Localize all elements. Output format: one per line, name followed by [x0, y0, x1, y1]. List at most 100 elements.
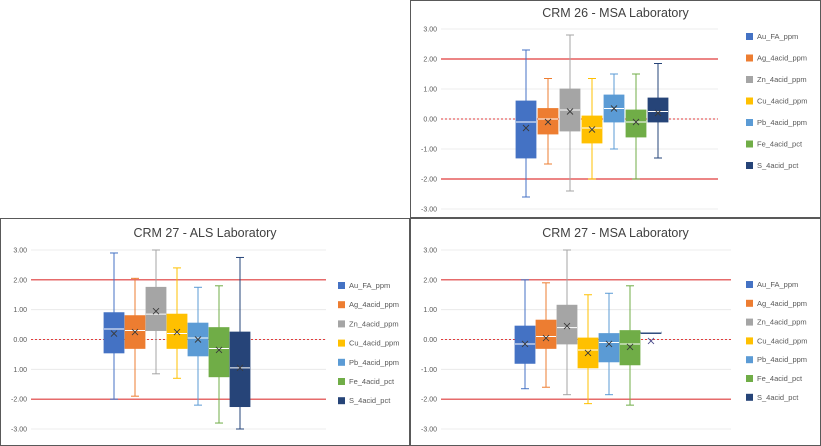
chart-svg-crm27-als: 3.00 2.00 1.00 0.00 1.00 -2.00 -3.00 Au_FA_ppm A…: [11, 248, 399, 434]
empty-chart-panel: [0, 0, 410, 218]
y-tick-label: -2.00: [421, 397, 437, 404]
mean-marker: [588, 126, 596, 133]
legend-swatch: [746, 393, 753, 401]
y-tick-label: -2.00: [421, 177, 437, 184]
y-tick-label: 2.00: [13, 277, 27, 284]
legend-label: Cu_4acid_ppm: [757, 97, 807, 106]
box-s-4acid-pct: [647, 63, 669, 159]
box-body: [598, 333, 620, 363]
chart-panel-crm26-msa: CRM 26 - MSA Laboratory 3.00 2.00 1.00 0.00…: [410, 0, 821, 218]
y-tick-label: -2.00: [11, 397, 27, 404]
legend-label: Fe_4acid_pct: [757, 140, 803, 149]
box-s-4acid-pct: [229, 256, 251, 430]
legend-label: Ag_4acid_ppm: [757, 54, 807, 63]
legend-swatch: [746, 356, 753, 364]
y-tick-label: 1.00: [13, 307, 27, 314]
legend-swatch: [746, 33, 753, 40]
box-body: [535, 319, 557, 349]
legend-swatch: [746, 119, 753, 126]
box-body: [514, 325, 536, 364]
legend-label: Pb_4acid_ppm: [349, 358, 399, 367]
legend-swatch: [746, 54, 753, 62]
box-cu-4acid-ppm: [581, 78, 603, 180]
legend-label: Ag_4acid_ppm: [349, 300, 399, 309]
mean-marker: [173, 328, 181, 336]
box-fe-4acid-pct: [619, 285, 641, 406]
box-zn-4acid-ppm: [145, 249, 167, 375]
box-pb-4acid-ppm: [598, 292, 620, 396]
legend-swatch: [746, 162, 753, 169]
legend-swatch: [338, 282, 345, 289]
box-ag-4acid-ppm: [535, 282, 557, 388]
mean-marker: [110, 330, 118, 337]
chart-svg-crm27-msa: 3.00 2.00 1.00 0.00 -1.00 -2.00 -3.00 Au_FA_ppm…: [421, 248, 807, 434]
legend-label: Cu_4acid_ppm: [349, 339, 399, 348]
box-cu-4acid-ppm: [166, 267, 188, 379]
legend-label: Fe_4acid_pct: [757, 374, 803, 383]
chart-panel-crm27-als: CRM 27 - ALS Laboratory 3.00 2.00 1.00 0.00…: [0, 218, 410, 446]
y-tick-label: 1.00: [423, 87, 437, 94]
mean-marker: [522, 124, 530, 132]
legend-label: Fe_4acid_pct: [349, 377, 395, 386]
legend-label: Zn_4acid_ppm: [349, 319, 399, 328]
box-body: [229, 331, 251, 408]
y-tick-label: -1.00: [421, 367, 437, 374]
mean-marker: [626, 343, 634, 351]
mean-marker: [654, 109, 662, 117]
mean-marker: [584, 349, 592, 357]
mean-marker: [647, 337, 655, 345]
legend-label: Cu_4acid_ppm: [757, 336, 807, 345]
legend-label: Zn_4acid_ppm: [757, 318, 807, 327]
y-tick-label: 3.00: [423, 27, 437, 34]
box-au-fa-ppm: [514, 279, 536, 390]
box-fe-4acid-pct: [208, 285, 230, 424]
box-body: [103, 312, 125, 354]
box-zn-4acid-ppm: [559, 34, 581, 192]
box-s-4acid-pct: [640, 331, 662, 345]
legend-label: Zn_4acid_ppm: [757, 75, 807, 84]
legend-label: S_4acid_pct: [757, 161, 799, 170]
legend-label: S_4acid_pct: [757, 393, 799, 402]
y-tick-label: 0.00: [423, 117, 437, 124]
legend-swatch: [746, 281, 753, 288]
legend-label: Pb_4acid_ppm: [757, 118, 807, 127]
y-tick-label: 2.00: [423, 57, 437, 64]
box-body: [619, 330, 641, 366]
legend-swatch: [746, 337, 753, 345]
mean-marker: [152, 307, 160, 315]
legend-swatch: [338, 301, 345, 309]
y-tick-label: 2.00: [423, 277, 437, 284]
box-body: [515, 100, 537, 159]
mean-marker: [605, 340, 613, 348]
box-fe-4acid-pct: [625, 73, 647, 180]
chart-svg-crm26-msa: 3.00 2.00 1.00 0.00 -1.00 -2.00 -3.00 Au_FA_ppm…: [421, 27, 807, 214]
legend-swatch: [338, 358, 345, 366]
box-cu-4acid-ppm: [577, 294, 599, 405]
box-body: [145, 286, 167, 331]
box-body: [166, 313, 188, 349]
chart-panel-crm27-msa: CRM 27 - MSA Laboratory 3.00 2.00 1.00 0.00…: [410, 218, 821, 446]
y-tick-label: 3.00: [13, 248, 27, 255]
box-ag-4acid-ppm: [537, 78, 559, 165]
box-body: [625, 109, 647, 138]
chart-title: CRM 26 - MSA Laboratory: [542, 6, 689, 20]
legend-label: S_4acid_pct: [349, 396, 391, 405]
y-tick-label: -3.00: [421, 427, 437, 434]
legend-swatch: [746, 375, 753, 382]
legend-label: Au_FA_ppm: [757, 280, 798, 289]
box-pb-4acid-ppm: [603, 73, 625, 150]
box-body: [537, 108, 559, 135]
legend-label: Au_FA_ppm: [349, 281, 390, 290]
mean-marker: [563, 322, 571, 330]
box-body: [208, 327, 230, 378]
legend-label: Ag_4acid_ppm: [757, 299, 807, 308]
legend-swatch: [746, 299, 753, 307]
mean-marker: [194, 336, 202, 343]
legend-swatch: [746, 318, 753, 326]
mean-marker: [544, 118, 552, 126]
chart-title: CRM 27 - ALS Laboratory: [133, 226, 277, 240]
mean-marker: [632, 118, 640, 126]
chart-title: CRM 27 - MSA Laboratory: [542, 226, 689, 240]
y-tick-label: 0.00: [13, 337, 27, 344]
mean-marker: [566, 108, 574, 115]
